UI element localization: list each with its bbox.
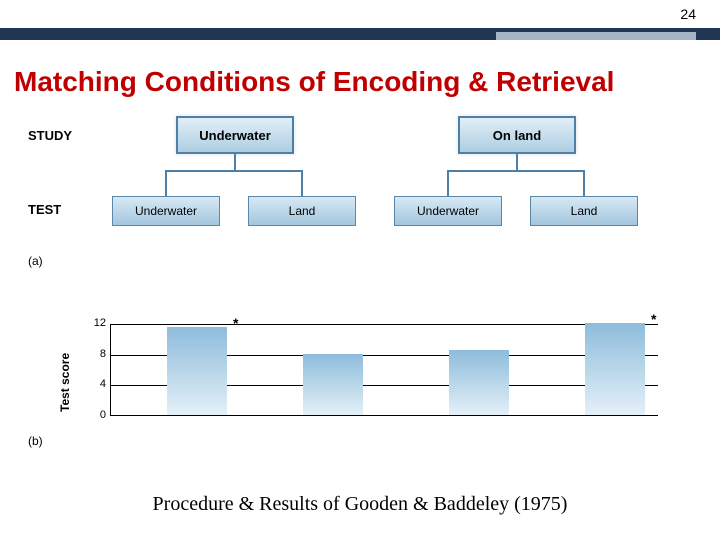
study-box: On land — [458, 116, 576, 154]
bar — [585, 323, 645, 415]
significance-star: * — [651, 311, 656, 327]
bar — [449, 350, 509, 415]
diagram-area: STUDY TEST (a) (b) Underwater On land Und… — [28, 116, 708, 476]
y-tick-label: 0 — [84, 409, 106, 421]
test-box: Land — [248, 196, 356, 226]
test-box: Underwater — [394, 196, 502, 226]
test-box: Underwater — [112, 196, 220, 226]
top-bar: 24 — [0, 0, 720, 28]
bar-chart: ** — [110, 324, 658, 416]
study-box: Underwater — [176, 116, 294, 154]
panel-a-label: (a) — [28, 254, 43, 268]
y-axis-label: Test score — [58, 353, 72, 412]
page-title: Matching Conditions of Encoding & Retrie… — [14, 66, 720, 98]
caption: Procedure & Results of Gooden & Baddeley… — [0, 493, 720, 516]
bar — [303, 354, 363, 415]
test-box: Land — [530, 196, 638, 226]
significance-star: * — [233, 315, 238, 331]
page-number: 24 — [680, 6, 696, 22]
test-row-label: TEST — [28, 202, 61, 217]
panel-b-label: (b) — [28, 434, 43, 448]
header-ribbon — [0, 28, 720, 46]
ribbon-accent-bar — [496, 32, 696, 40]
y-tick-label: 4 — [84, 378, 106, 390]
study-row-label: STUDY — [28, 128, 72, 143]
bar — [167, 327, 227, 415]
y-tick-label: 8 — [84, 348, 106, 360]
y-tick-label: 12 — [84, 317, 106, 329]
